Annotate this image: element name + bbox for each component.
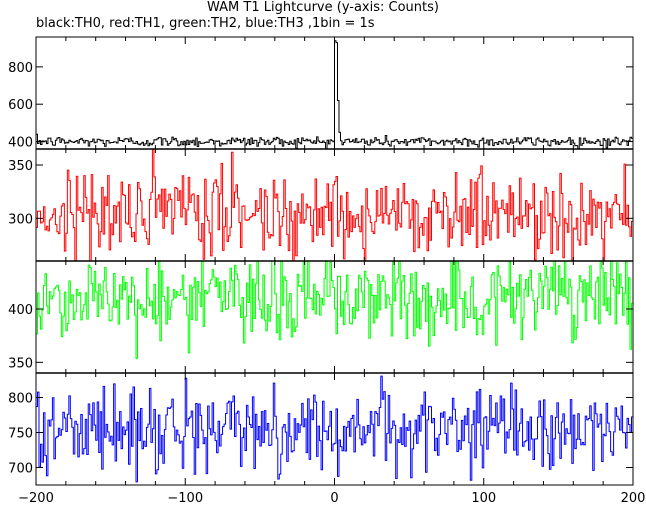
y-tick-label: 700 <box>8 462 33 477</box>
chart-title: WAM T1 Lightcurve (y-axis: Counts) <box>207 0 439 15</box>
y-tick-label: 300 <box>8 212 33 227</box>
x-tick-label: −200 <box>18 491 54 505</box>
series-line-th3 <box>36 375 633 483</box>
y-tick-label: 750 <box>8 427 33 442</box>
series-line-th0 <box>36 40 633 149</box>
y-tick-label: 400 <box>8 136 33 151</box>
y-tick-label: 400 <box>8 303 33 318</box>
y-tick-label: 800 <box>8 392 33 407</box>
series-line-th2 <box>36 261 633 359</box>
y-tick-label: 600 <box>8 98 33 113</box>
series-line-th1 <box>36 149 633 261</box>
x-tick-label: 200 <box>621 491 646 505</box>
y-tick-label: 350 <box>8 356 33 371</box>
x-tick-label: 0 <box>330 491 338 505</box>
y-tick-label: 800 <box>8 61 33 76</box>
chart-subtitle: black:TH0, red:TH1, green:TH2, blue:TH3 … <box>36 16 375 31</box>
x-tick-label: −100 <box>167 491 203 505</box>
x-tick-label: 100 <box>471 491 496 505</box>
y-tick-label: 350 <box>8 159 33 174</box>
